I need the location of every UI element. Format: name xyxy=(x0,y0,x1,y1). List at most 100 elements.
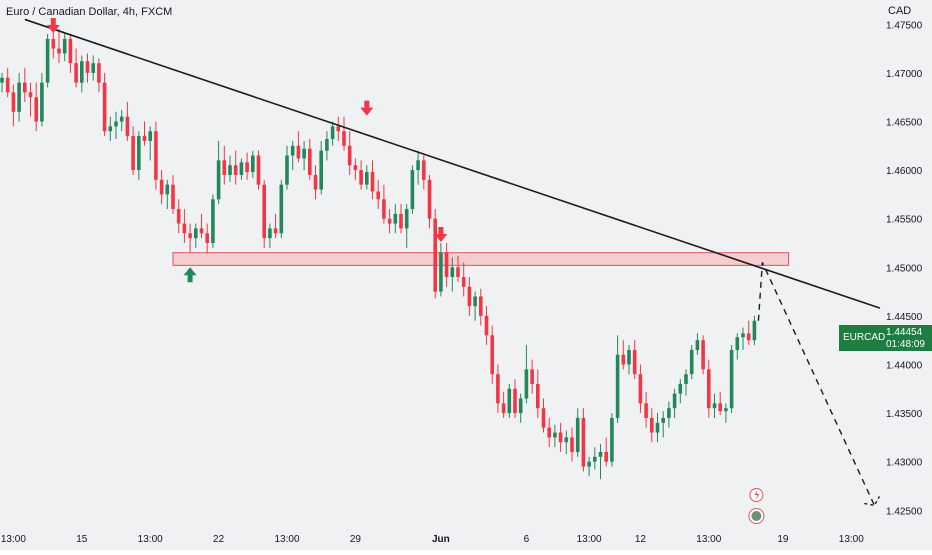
candle-body xyxy=(28,92,33,98)
candle-body xyxy=(382,199,386,219)
candle-body xyxy=(530,369,534,384)
arrow-down-marker xyxy=(360,100,374,116)
candle-body xyxy=(638,374,643,404)
candle-body xyxy=(707,369,711,409)
candle-body xyxy=(40,82,44,122)
candle-body xyxy=(256,155,261,185)
candle-body xyxy=(444,252,449,278)
price-badge: EURCAD 1.44454 01:48:09 xyxy=(839,325,932,351)
candle-body xyxy=(404,208,409,229)
candle-body xyxy=(285,155,289,185)
y-tick-label: 1.42500 xyxy=(886,506,923,517)
candle-body xyxy=(570,437,574,452)
trendline xyxy=(24,18,881,309)
x-tick-label: 12 xyxy=(635,534,647,545)
candle-body xyxy=(553,432,557,438)
candle-body xyxy=(661,417,665,423)
badge-symbol: EURCAD xyxy=(843,332,886,343)
candle-body xyxy=(102,82,107,132)
candle-body xyxy=(233,165,238,175)
y-tick-label: 1.46500 xyxy=(886,117,923,128)
flash-icon-glyph xyxy=(754,490,760,500)
candle-body xyxy=(342,131,346,146)
y-tick-label: 1.43500 xyxy=(886,409,923,420)
candle-body xyxy=(11,92,16,112)
candle-body xyxy=(473,296,477,307)
x-tick-label: 13:00 xyxy=(274,534,299,545)
candle-body xyxy=(17,82,21,112)
candle-body xyxy=(131,136,135,171)
badge-countdown: 01:48:09 xyxy=(886,339,925,350)
candle-body xyxy=(456,267,460,278)
projection-path xyxy=(757,262,876,506)
candle-body xyxy=(0,77,4,83)
candle-body xyxy=(724,408,728,412)
candle-body xyxy=(422,160,426,180)
event-icon-inner xyxy=(751,511,762,521)
candle-body xyxy=(336,126,341,132)
candle-body xyxy=(108,126,113,132)
candle-body xyxy=(194,228,198,239)
candle-body xyxy=(313,174,318,190)
y-tick-label: 1.47000 xyxy=(886,69,923,80)
candle-body xyxy=(393,213,398,224)
resistance-zone xyxy=(172,252,790,266)
candle-body xyxy=(188,233,192,239)
x-tick-label: Jun xyxy=(432,534,450,545)
candle-body xyxy=(684,374,688,384)
candle-body xyxy=(541,408,546,428)
candle-body xyxy=(142,136,147,141)
candle-body xyxy=(678,383,683,394)
candle-body xyxy=(365,172,369,185)
x-tick-label: 13:00 xyxy=(1,534,26,545)
candle-body xyxy=(5,77,10,93)
candle-body xyxy=(228,165,232,175)
candle-body xyxy=(262,184,266,239)
x-tick-label: 29 xyxy=(350,534,362,545)
candle-body xyxy=(689,349,694,375)
candle-body xyxy=(268,228,272,239)
candle-body xyxy=(604,451,608,462)
candle-body xyxy=(245,162,249,173)
candle-body xyxy=(615,354,620,418)
candle-body xyxy=(484,315,489,336)
candle-body xyxy=(524,369,529,399)
x-tick-label: 13:00 xyxy=(839,534,864,545)
candle-body xyxy=(387,218,392,224)
candle-body xyxy=(199,228,204,234)
x-tick-label: 19 xyxy=(777,534,789,545)
candle-body xyxy=(621,354,626,365)
candle-body xyxy=(610,417,614,462)
x-tick-label: 13:00 xyxy=(696,534,721,545)
candle-body xyxy=(490,335,494,375)
candle-body xyxy=(353,165,358,171)
candle-body xyxy=(672,393,677,409)
candle-body xyxy=(359,170,363,185)
candle-body xyxy=(171,184,175,209)
y-tick-label: 1.45500 xyxy=(886,215,923,226)
candle-body xyxy=(80,61,84,83)
candle-body xyxy=(536,383,540,409)
candle-body xyxy=(119,116,124,122)
candle-body xyxy=(564,437,569,443)
candle-body xyxy=(427,179,432,219)
x-tick-label: 22 xyxy=(213,534,225,545)
candle-body xyxy=(211,199,215,243)
chart-legend: Euro / Canadian Dollar, 4h, FXCM xyxy=(6,6,172,18)
arrow-down-marker xyxy=(46,18,60,34)
candle-body xyxy=(718,403,722,412)
y-tick-label: 1.46000 xyxy=(886,166,923,177)
y-tick-label: 1.45000 xyxy=(886,263,923,274)
candle-body xyxy=(308,148,312,175)
y-tick-label: 1.47500 xyxy=(886,20,923,31)
y-tick-label: 1.43000 xyxy=(886,458,923,469)
x-tick-label: 13:00 xyxy=(577,534,602,545)
candle-body xyxy=(279,184,284,234)
candle-body xyxy=(68,38,73,64)
candle-body xyxy=(741,333,745,338)
candle-body xyxy=(222,160,227,175)
candle-body xyxy=(667,408,671,418)
candle-body xyxy=(137,136,141,171)
